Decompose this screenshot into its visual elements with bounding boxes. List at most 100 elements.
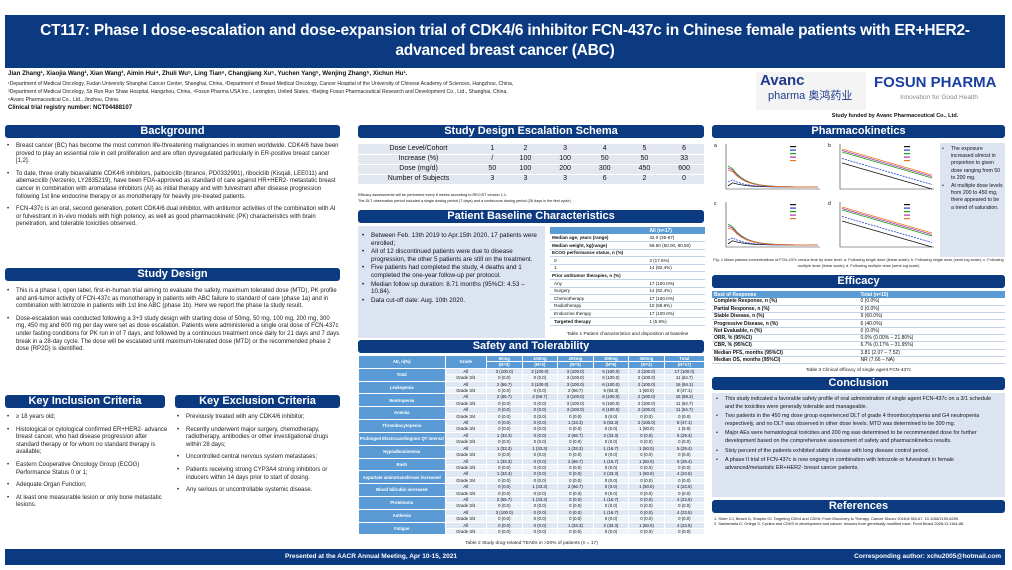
pk-series-line <box>841 148 933 176</box>
safety-table: AE, n(%) Grade 50mg 100mg 200mg 300mg 450mg Tot… <box>358 354 706 536</box>
baseline-cell: Prior antitumor therapies, n (%) <box>550 271 648 281</box>
safety-ae-name: Rash <box>358 457 446 472</box>
safety-row: Grade 3/4 0 (0.0) 0 (0.0) 0 (0.0) 0 (0.0) 0 (… <box>359 476 706 485</box>
schema-cell: 600 <box>664 164 704 175</box>
safety-cell: 11 (64.7) <box>663 374 706 382</box>
efficacy-cell: Complete Response, n (%) <box>712 298 859 306</box>
safety-grade: All <box>444 483 488 491</box>
baseline-item: Between Feb. 13th 2019 to Apr.15th 2020,… <box>360 232 541 247</box>
pk-legend-swatch <box>790 153 796 155</box>
safety-cell: 0 (0.0) <box>557 527 594 536</box>
safety-grade: Grade 3/4 <box>444 451 488 459</box>
efficacy-row: ORR, % (95%CI) 0.0% (0.00% – 21.80%) <box>712 334 1005 343</box>
efficacy-cell: Partial Response, n (%) <box>712 305 859 314</box>
safety-grade: All <box>444 457 488 465</box>
schema-cell: Dose (mg/d) <box>358 164 480 175</box>
safety-row: Leukopenia All 2 (66.7) 3 (100.0) 3 (100.0) 6… <box>358 380 706 395</box>
pk-series-line <box>727 169 818 188</box>
baseline-cell: 42.0 (35-67) <box>647 234 705 243</box>
efficacy-header-cell: Total (n=15) <box>858 291 1005 298</box>
efficacy-cell: Stable Disease, n (%) <box>712 312 859 321</box>
exclusion-list: Previously treated with any CDK4/6 inhib… <box>175 414 340 500</box>
efficacy-row: Not Evaluable, n (%) 0 (0.0%) <box>712 327 1005 336</box>
safety-grade: Grade 3/4 <box>444 463 488 472</box>
efficacy-row: Median PFS, months (95%CI) 3.81 (2.07 – 7… <box>712 349 1005 357</box>
safety-cell: 8 (47.1) <box>663 419 706 427</box>
efficacy-row: CBR, % (95%CI) 6.7% (0.17% – 31.95%) <box>712 341 1005 350</box>
background-list: Breast cancer (BC) has become the most c… <box>5 143 340 234</box>
affiliation: ⁶Avanc Pharmaceutical Co., Ltd., Jinzhou… <box>8 97 120 103</box>
efficacy-row: Progressive Disease, n (%) 6 (40.0%) <box>712 319 1005 328</box>
registry-number: Clinical trial registry number: NCT04488… <box>8 105 133 111</box>
safety-grade: Grade 3/4 <box>444 412 488 421</box>
pk-series-line <box>841 158 933 185</box>
baseline-row: Chemotherapy 17 (100.0%) <box>550 294 705 303</box>
pk-panel-label: a <box>714 143 717 149</box>
safety-cell: 8 (47.1) <box>663 386 706 395</box>
safety-cell: 0 (0.0) <box>486 527 523 536</box>
safety-row: Grade 3/4 0 (0.0) 0 (0.0) 3 (100.0) 6 (100.0… <box>359 374 706 382</box>
schema-cell: 200 <box>545 164 585 175</box>
safety-ae-name: Leukopenia <box>358 380 446 395</box>
pk-series-line <box>841 162 933 190</box>
efficacy-cell: Median OS, months (95%CI) <box>712 356 859 365</box>
pk-item: At multiple dose levels from 200 to 450 … <box>940 183 1003 212</box>
safety-cell: 17 (100.0) <box>663 367 706 376</box>
baseline-cell: Median age, years (range) <box>550 234 648 243</box>
safety-grade: Grade 3/4 <box>444 515 488 523</box>
safety-ae-name: Thrombocytopenia <box>358 419 446 433</box>
pk-legend-swatch <box>790 149 796 151</box>
schema-cell: 4 <box>584 144 625 155</box>
pk-legend-swatch <box>790 207 796 209</box>
pk-legend-swatch <box>904 146 910 148</box>
background-item: FCN-437c is an oral, second generation, … <box>5 206 340 229</box>
exclusion-item: Any serious or uncontrollable systemic d… <box>175 487 340 495</box>
efficacy-cell: 6.7% (0.17% – 31.95%) <box>858 341 1005 350</box>
safety-row: Grade 3/4 0 (0.0) 0 (0.0) 3 (100.0) 6 (100.0… <box>359 399 706 408</box>
safety-cell: 4 (23.5) <box>663 508 706 517</box>
safety-grade: All <box>444 470 488 478</box>
baseline-item: All of 12 discontinued patients were due… <box>360 248 541 263</box>
baseline-cell: ECOG performance status, n (%) <box>550 249 648 258</box>
fosun-tagline: Innovation for Good Health <box>900 94 978 101</box>
references-list: 1. Sherr CJ, Beach D, Shapiro GI. Target… <box>714 516 1004 527</box>
author-block: Jian Zhang¹, Xiaojia Wang², Xian Wang³, … <box>8 70 748 111</box>
safety-cell: 5 (29.4) <box>663 444 706 453</box>
safety-cell: 0 (0.0) <box>663 527 706 536</box>
safety-row: Neutropenia All 2 (66.7) 2 (66.7) 3 (100.0) 6… <box>358 393 706 408</box>
schema-cell: 50 <box>479 164 506 175</box>
baseline-cell: 0 <box>550 256 648 265</box>
inclusion-list: ≥ 18 years old; Histological or cytologi… <box>5 414 168 515</box>
baseline-cell: 17 (100.0%) <box>647 279 705 288</box>
safety-ae-name: Anemia <box>358 406 446 421</box>
baseline-cell <box>647 271 705 281</box>
safety-row: Grade 3/4 0 (0.0) 0 (0.0) 0 (0.0) 0 (0.0) 0 (… <box>359 527 706 536</box>
safety-cell: 0 (0.0) <box>663 463 706 472</box>
safety-row: Grade 3/4 0 (0.0) 0 (0.0) 0 (0.0) 0 (0.0) 0 (… <box>359 451 706 459</box>
efficacy-row: Stable Disease, n (%) 9 (60.0%) <box>712 312 1005 321</box>
safety-cell: 4 (23.5) <box>663 521 706 530</box>
exclusion-header: Key Exclusion Criteria <box>175 395 340 408</box>
inclusion-item: Adequate Organ Function; <box>5 482 168 490</box>
schema-cell: / <box>479 154 506 165</box>
conclusion-header: Conclusion <box>712 377 1005 390</box>
baseline-row: Any 17 (100.0%) <box>550 279 705 288</box>
baseline-cell: Targeted therapy <box>550 317 648 326</box>
schema-row: Increase (%)/100 100 50 50 33 <box>358 154 704 165</box>
safety-header-cell: AE, n(%) <box>358 355 446 369</box>
safety-ae-name: Blood bilirubin increased <box>358 483 446 497</box>
baseline-row: Targeted therapy 1 (5.9%) <box>550 317 705 326</box>
safety-cell: 0 (0.0) <box>628 527 665 536</box>
baseline-caption: Table 1 Patient characteristics and disp… <box>566 332 689 337</box>
baseline-header-cell <box>550 227 648 234</box>
safety-caption: Table 2 Study drug-related TEAEs in >20%… <box>465 541 598 546</box>
schema-cell: 5 <box>624 144 665 155</box>
safety-cell: 0 (0.0) <box>663 489 706 497</box>
pk-legend-swatch <box>904 160 910 162</box>
safety-row: Grade 3/4 0 (0.0) 0 (0.0) 0 (0.0) 0 (0.0) 0 (… <box>359 502 706 510</box>
safety-ae-name: Total <box>358 367 446 382</box>
safety-row: Grade 3/4 0 (0.0) 0 (0.0) 0 (0.0) 0 (0.0) 0 (… <box>359 489 706 497</box>
efficacy-row: Median OS, months (95%CI) NR (7.66 – NA) <box>712 356 1005 365</box>
schema-cell: 100 <box>545 154 585 165</box>
